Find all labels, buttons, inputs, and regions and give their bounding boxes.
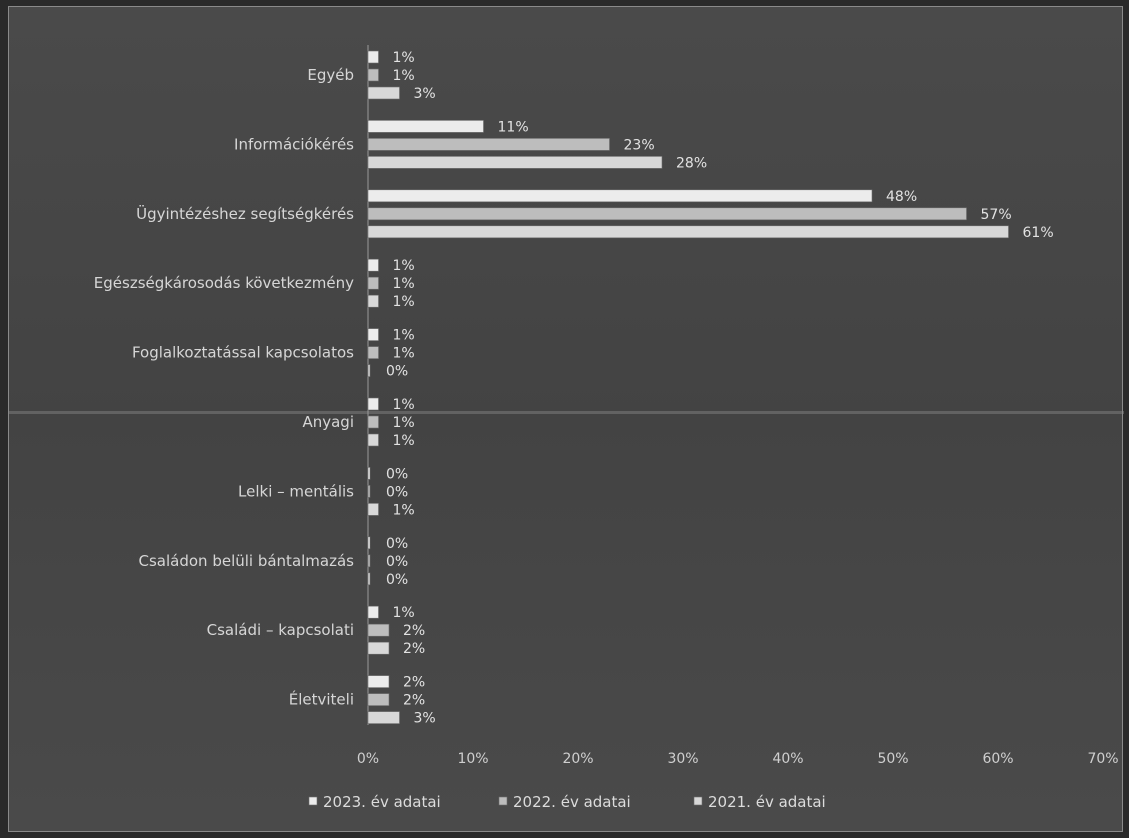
bar-2: [367, 138, 610, 151]
data-label: 0%: [386, 554, 408, 570]
data-label: 1%: [393, 50, 415, 66]
data-label: 1%: [393, 502, 415, 518]
bar-1: [367, 536, 371, 550]
bar-2: [367, 207, 967, 221]
x-tick-label: 10%: [457, 751, 488, 767]
bar-3: [367, 503, 379, 516]
data-label: 1%: [393, 258, 415, 274]
data-label: 48%: [886, 189, 917, 205]
data-label: 2%: [403, 623, 425, 639]
bar-1: [367, 467, 371, 480]
data-label: 0%: [386, 364, 408, 380]
chart-frame: Egyéb 1% 1% 3% Információkérés 11% 23% 28% Ügyin…: [8, 6, 1124, 832]
data-label: 1%: [393, 433, 415, 449]
bar-3: [367, 86, 400, 100]
data-label: 0%: [386, 466, 408, 482]
data-label: 1%: [393, 397, 415, 413]
bar-3: [367, 156, 663, 169]
data-label: 11%: [498, 119, 529, 135]
category-label: Egészségkárosodás következmény: [94, 274, 354, 292]
legend-label: 2023. év adatai: [323, 793, 441, 811]
x-tick-label: 40%: [772, 751, 803, 767]
data-label: 1%: [393, 276, 415, 292]
data-label: 1%: [393, 294, 415, 310]
bar-3: [367, 572, 371, 586]
bar-2: [367, 485, 371, 498]
data-label: 2%: [403, 693, 425, 709]
bar-3: [367, 433, 379, 447]
bar-3: [367, 711, 400, 724]
data-label: 2%: [403, 641, 425, 657]
category-label: Családon belüli bántalmazás: [139, 552, 355, 570]
legend-label: 2021. év adatai: [708, 793, 826, 811]
bar-2: [367, 68, 379, 82]
data-label: 28%: [676, 155, 707, 171]
data-label: 1%: [393, 68, 415, 84]
scan-streak: [9, 411, 1124, 414]
category-label: Információkérés: [234, 135, 354, 153]
bar-1: [367, 397, 379, 411]
data-label: 1%: [393, 346, 415, 362]
data-label: 1%: [393, 328, 415, 344]
bar-1: [367, 189, 873, 203]
x-tick-label: 30%: [667, 751, 698, 767]
category-label: Lelki – mentális: [238, 482, 354, 500]
data-label: 0%: [386, 572, 408, 588]
bar-1: [367, 328, 379, 341]
legend-label: 2022. év adatai: [513, 793, 631, 811]
legend-swatch: [308, 796, 318, 806]
data-label: 0%: [386, 536, 408, 552]
data-label: 0%: [386, 484, 408, 500]
legend-swatch: [693, 796, 703, 806]
bar-1: [367, 258, 379, 272]
x-tick-label: 0%: [357, 751, 379, 767]
bar-2: [367, 693, 390, 706]
data-label: 57%: [981, 207, 1012, 223]
data-label: 1%: [393, 415, 415, 431]
bar-3: [367, 364, 371, 377]
bar-1: [367, 120, 484, 133]
bar-2: [367, 623, 390, 637]
x-tick-label: 50%: [877, 751, 908, 767]
bar-2: [367, 554, 371, 568]
data-label: 61%: [1023, 225, 1054, 241]
x-tick-label: 60%: [982, 751, 1013, 767]
category-label: Anyagi: [302, 413, 354, 431]
x-tick-label: 20%: [562, 751, 593, 767]
legend-swatch: [498, 796, 508, 806]
bar-2: [367, 276, 379, 290]
bar-1: [367, 605, 379, 619]
data-label: 3%: [414, 86, 436, 102]
category-label: Családi – kapcsolati: [207, 621, 354, 639]
data-label: 23%: [624, 137, 655, 153]
bar-chart: Egyéb 1% 1% 3% Információkérés 11% 23% 28% Ügyin…: [9, 45, 1124, 811]
bar-1: [367, 50, 379, 64]
data-label: 1%: [393, 605, 415, 621]
bar-3: [367, 225, 1009, 239]
category-label: Életviteli: [289, 690, 354, 709]
x-tick-label: 70%: [1087, 751, 1118, 767]
bar-2: [367, 346, 379, 359]
bar-3: [367, 641, 390, 655]
category-label: Ügyintézéshez segítségkérés: [136, 204, 354, 223]
category-label: Egyéb: [307, 66, 354, 84]
data-label: 2%: [403, 675, 425, 691]
bar-2: [367, 415, 379, 429]
bar-3: [367, 294, 379, 308]
data-label: 3%: [414, 711, 436, 727]
bar-1: [367, 675, 390, 688]
category-label: Foglalkoztatással kapcsolatos: [132, 344, 354, 362]
